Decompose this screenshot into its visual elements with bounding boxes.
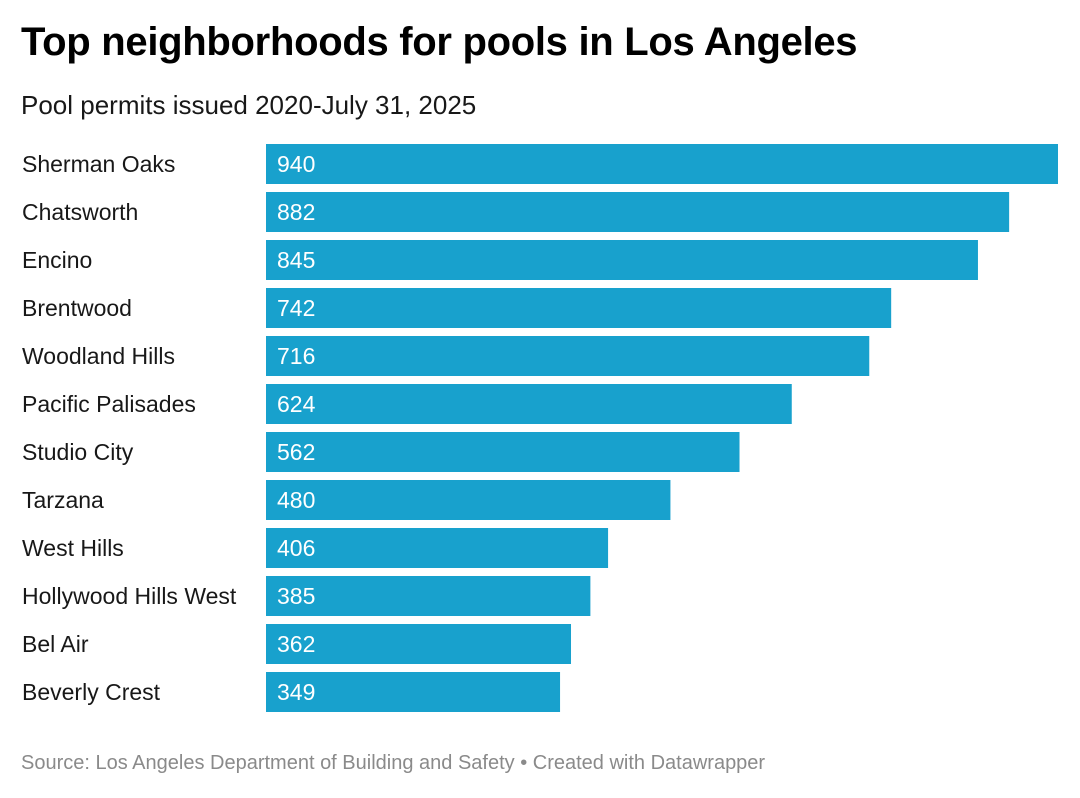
- bar-value-label: 406: [277, 535, 315, 561]
- bar: [266, 144, 1058, 184]
- category-label: Chatsworth: [22, 199, 138, 225]
- bar-value-label: 385: [277, 583, 315, 609]
- bar: [266, 576, 591, 616]
- bar: [266, 432, 740, 472]
- bar-value-label: 562: [277, 439, 315, 465]
- category-label: Beverly Crest: [22, 679, 161, 705]
- bar: [266, 336, 870, 376]
- category-label: Bel Air: [22, 631, 89, 657]
- chart-title: Top neighborhoods for pools in Los Angel…: [21, 20, 858, 64]
- bar: [266, 624, 572, 664]
- bar: [266, 240, 978, 280]
- chart-subtitle: Pool permits issued 2020-July 31, 2025: [21, 90, 477, 120]
- bar: [266, 480, 671, 520]
- bar-value-label: 882: [277, 199, 315, 225]
- bar: [266, 288, 892, 328]
- bar: [266, 528, 609, 568]
- bar: [266, 384, 792, 424]
- bar-value-label: 742: [277, 295, 315, 321]
- category-label: Brentwood: [22, 295, 132, 321]
- category-label: Pacific Palisades: [22, 391, 196, 417]
- bar: [266, 672, 561, 712]
- category-label: West Hills: [22, 535, 124, 561]
- bar-value-label: 480: [277, 487, 315, 513]
- source-note: Source: Los Angeles Department of Buildi…: [21, 752, 766, 774]
- category-label: Encino: [22, 247, 92, 273]
- category-label: Sherman Oaks: [22, 151, 175, 177]
- category-label: Tarzana: [22, 487, 104, 513]
- bar-value-label: 940: [277, 151, 315, 177]
- category-label: Hollywood Hills West: [22, 583, 237, 609]
- bar-value-label: 349: [277, 679, 315, 705]
- bar-value-label: 624: [277, 391, 316, 417]
- category-label: Woodland Hills: [22, 343, 175, 369]
- bar-value-label: 845: [277, 247, 315, 273]
- category-label: Studio City: [22, 439, 134, 465]
- bar-value-label: 716: [277, 343, 315, 369]
- bar: [266, 192, 1010, 232]
- bar-value-label: 362: [277, 631, 315, 657]
